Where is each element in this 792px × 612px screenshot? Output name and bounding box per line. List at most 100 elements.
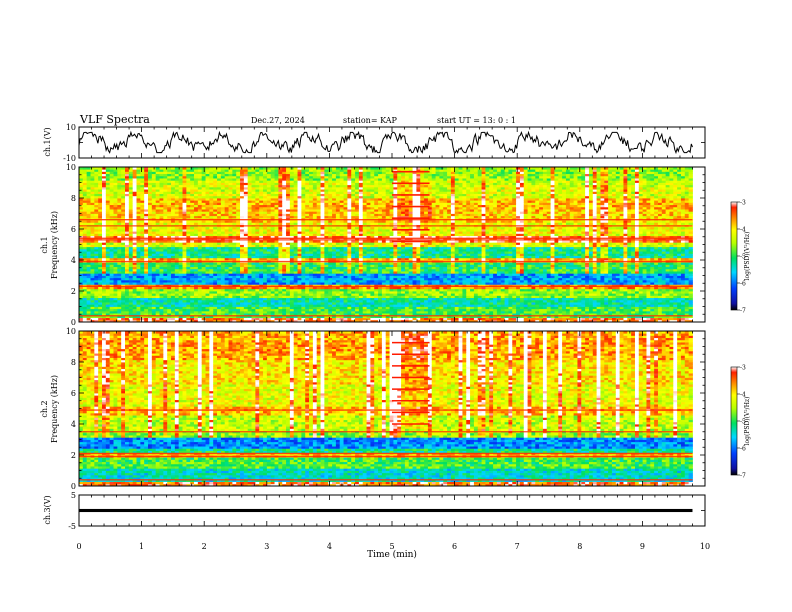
spectrogram-cell (209, 178, 214, 181)
spectrogram-cell (86, 233, 91, 237)
spectrogram-cell (136, 237, 141, 241)
spectrogram-cell (102, 306, 107, 310)
spectrogram-cell (201, 266, 206, 270)
spectrogram-cell (243, 299, 249, 303)
spectrogram-cell (247, 306, 252, 310)
spectrogram-cell (125, 235, 130, 239)
spectrogram-cell (94, 319, 99, 323)
spectrogram-cell (79, 180, 84, 183)
spectrogram-cell (171, 282, 176, 285)
spectrogram-cell (105, 251, 111, 254)
spectrogram-cell (163, 282, 168, 285)
spectrogram-cell (94, 178, 99, 181)
spectrogram-cell (224, 191, 229, 194)
spectrogram-cell (213, 246, 218, 250)
spectrogram-cell (125, 242, 130, 245)
spectrogram-cell (224, 198, 229, 201)
spectrogram-cell (197, 266, 203, 270)
spectrogram-cell (220, 186, 226, 190)
spectrogram-cell (102, 226, 107, 230)
spectrogram-cell (105, 240, 111, 243)
spectrogram-cell (171, 319, 176, 323)
spectrogram-cell (94, 226, 99, 230)
spectrogram-cell (201, 313, 206, 316)
spectrogram-cell (282, 242, 287, 245)
spectrogram-cell (128, 175, 134, 179)
spectrogram-cell (113, 315, 118, 318)
spectrogram-cell (205, 295, 210, 299)
spectrogram-cell (247, 171, 252, 175)
spectrogram-cell (278, 175, 283, 179)
spectrogram-cell (205, 255, 210, 259)
spectrogram-cell (159, 313, 164, 316)
spectrogram-cell (339, 295, 344, 299)
spectrogram-cell (144, 237, 149, 241)
spectrogram-cell (117, 282, 122, 285)
spectrogram-cell (220, 244, 226, 248)
spectrogram-cell (94, 297, 99, 301)
spectrogram-cell (155, 291, 160, 294)
spectrogram-cell (136, 235, 141, 239)
spectrogram-cell (247, 178, 252, 181)
spectrogram-cell (94, 253, 99, 256)
spectrogram-cell (289, 180, 295, 183)
spectrogram-cell (347, 242, 352, 245)
spectrogram-cell (182, 200, 187, 203)
spectrogram-cell (247, 308, 252, 312)
spectrogram-cell (155, 271, 160, 274)
spectrogram-cell (266, 304, 272, 307)
spectrogram-cell (243, 279, 249, 283)
spectrogram-cell (213, 273, 218, 276)
spectrogram-cell (105, 302, 111, 305)
spectrogram-cell (178, 240, 183, 243)
spectrogram-cell (144, 211, 149, 214)
spectrogram-cell (167, 213, 172, 217)
spectrogram-cell (174, 317, 180, 321)
spectrogram-cell (182, 202, 187, 206)
spectrogram-cell (232, 240, 237, 243)
spectrogram-cell (171, 237, 176, 241)
spectrogram-cell (347, 195, 352, 199)
spectrogram-cell (167, 242, 172, 245)
spectrogram-cell (86, 293, 91, 296)
spectrogram-cell (186, 204, 191, 208)
spectrogram-cell (102, 229, 107, 232)
spectrogram-cell (316, 195, 321, 199)
spectrogram-cell (201, 244, 206, 248)
spectrogram-cell (174, 277, 180, 281)
spectrogram-cell (316, 253, 321, 256)
spectrogram-cell (251, 189, 256, 192)
spectrogram-cell (113, 191, 118, 194)
spectrogram-cell (125, 271, 130, 274)
spectrogram-cell (251, 242, 256, 245)
spectrogram-cell (278, 242, 283, 245)
spectrogram-cell (289, 233, 295, 237)
spectrogram-cell (205, 233, 210, 237)
spectrogram-cell (243, 306, 249, 310)
spectrogram-cell (286, 211, 291, 214)
spectrogram-cell (220, 304, 226, 307)
spectrogram-cell (171, 279, 176, 283)
spectrogram-cell (125, 220, 130, 223)
spectrogram-cell (105, 175, 111, 179)
spectrogram-cell (213, 248, 218, 252)
spectrogram-cell (263, 222, 268, 225)
spectrogram-cell (79, 295, 84, 299)
spectrogram-cell (197, 282, 203, 285)
spectrogram-cell (94, 255, 99, 259)
spectrogram-cell (236, 308, 241, 312)
spectrogram-cell (186, 273, 191, 276)
spectrogram-cell (347, 202, 352, 206)
spectrogram-cell (224, 264, 229, 268)
spectrogram-cell (90, 299, 95, 303)
spectrogram-cell (98, 226, 103, 230)
spectrogram-cell (190, 284, 195, 287)
spectrogram-cell (178, 308, 183, 312)
spectrogram-cell (167, 246, 172, 250)
spectrogram-cell (155, 282, 160, 285)
spectrogram-cell (343, 186, 348, 190)
spectrogram-cell (155, 209, 160, 212)
spectrogram-cell (90, 262, 95, 265)
spectrogram-cell (82, 213, 88, 217)
spectrogram-cell (105, 242, 111, 245)
